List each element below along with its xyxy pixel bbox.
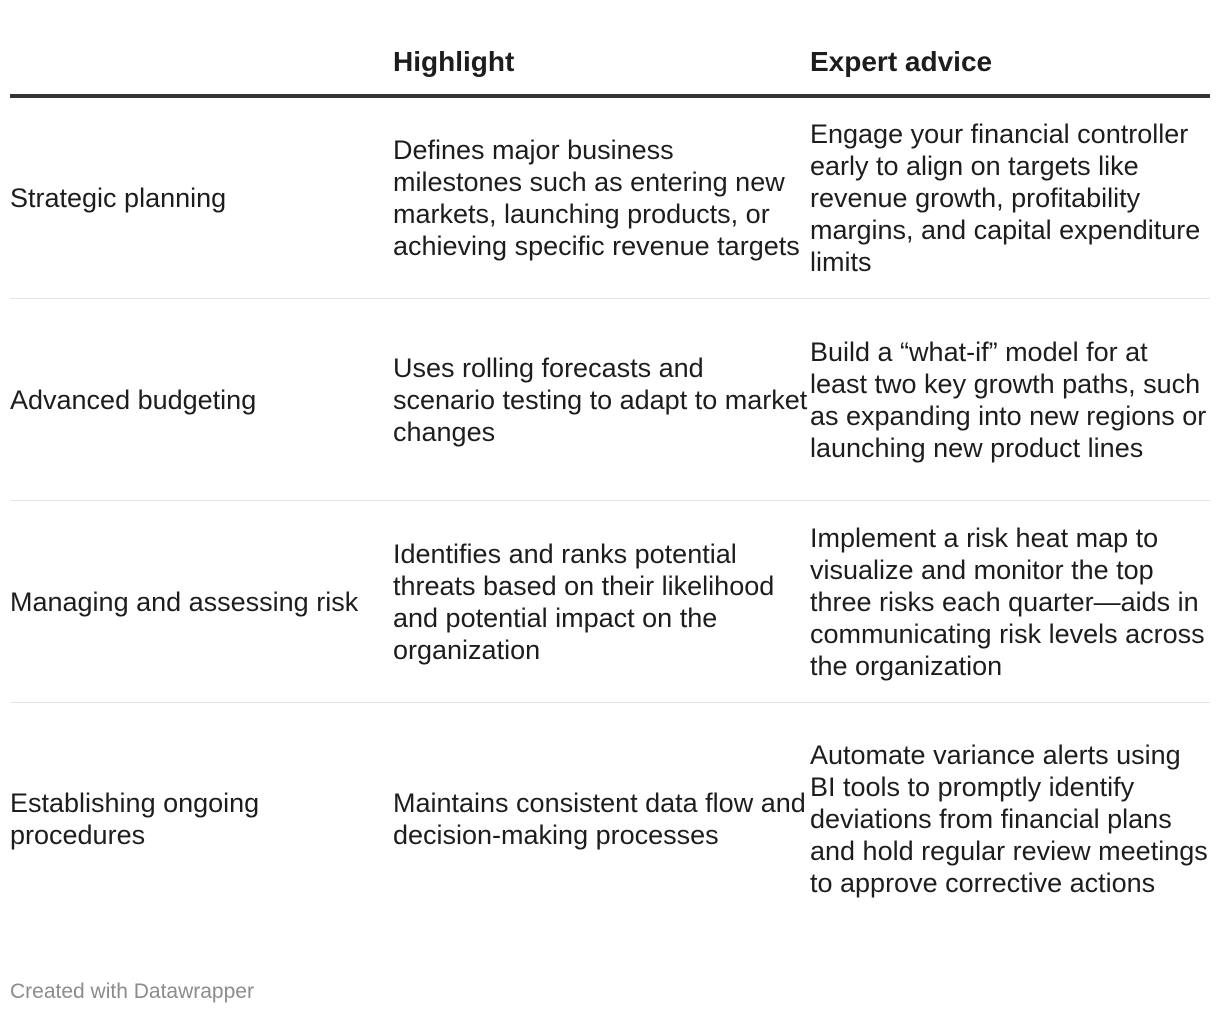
datawrapper-credit: Created with Datawrapper — [10, 980, 254, 1003]
table-row: Managing and assessing risk Identifies a… — [10, 501, 1210, 703]
comparison-table: Highlight Expert advice Strategic planni… — [10, 30, 1210, 935]
row-advice: Build a “what-if” model for at least two… — [810, 336, 1207, 463]
row-label: Strategic planning — [10, 183, 227, 213]
row-advice: Implement a risk heat map to visualize a… — [810, 522, 1205, 681]
row-advice: Engage your financial controller early t… — [810, 119, 1201, 277]
header-cell-expert-advice: Expert advice — [810, 46, 993, 77]
row-highlight: Maintains consistent data flow and decis… — [393, 788, 806, 850]
row-highlight: Defines major business milestones such a… — [393, 135, 800, 261]
row-label: Advanced budgeting — [10, 384, 257, 415]
table-row: Establishing ongoing procedures Maintain… — [10, 703, 1210, 935]
row-label: Establishing ongoing procedures — [10, 788, 260, 850]
table-header: Highlight Expert advice — [10, 30, 1210, 98]
row-highlight: Identifies and ranks potential threats b… — [393, 538, 775, 665]
table-row: Advanced budgeting Uses rolling forecast… — [10, 299, 1210, 501]
table-row: Strategic planning Defines major busines… — [10, 98, 1210, 299]
row-highlight: Uses rolling forecasts and scenario test… — [393, 352, 808, 447]
row-advice: Automate variance alerts using BI tools … — [810, 740, 1208, 898]
row-label: Managing and assessing risk — [10, 586, 359, 617]
header-cell-highlight: Highlight — [393, 46, 515, 77]
